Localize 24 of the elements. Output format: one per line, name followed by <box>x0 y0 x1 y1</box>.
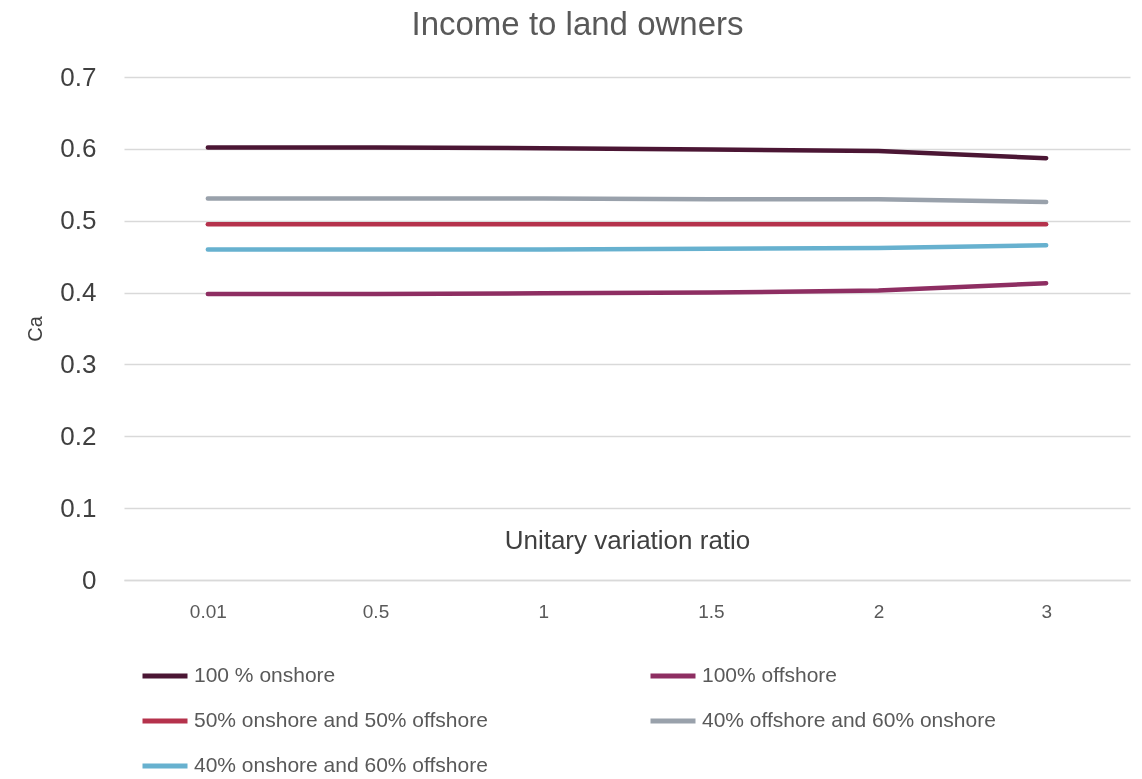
x-axis-title: Unitary variation ratio <box>504 524 751 555</box>
x-tick-label: 2 <box>873 600 885 622</box>
y-tick-label: 0.7 <box>60 61 97 92</box>
line-series <box>205 145 1049 161</box>
y-tick-label: 0.1 <box>60 492 97 523</box>
legend-label: 40% offshore and 60% onshore <box>702 708 996 731</box>
y-tick-label: 0.6 <box>60 133 97 164</box>
x-tick-label: 1 <box>538 600 549 622</box>
legend-label: 40% onshore and 60% offshore <box>194 753 488 776</box>
y-axis-title: Ca <box>23 315 46 342</box>
x-tick-label: 0.01 <box>189 600 227 622</box>
y-tick-label: 0 <box>82 564 97 595</box>
x-tick-label: 1.5 <box>698 600 725 622</box>
legend-label: 50% onshore and 50% offshore <box>194 708 488 731</box>
legend-label: 100 % onshore <box>194 663 336 686</box>
y-tick-label: 0.3 <box>60 348 97 379</box>
y-tick-label: 0.5 <box>60 205 97 236</box>
x-tick-label: 3 <box>1041 600 1052 622</box>
line-series <box>205 280 1049 297</box>
chart-title: Income to land owners <box>411 5 744 42</box>
x-tick-label: 0.5 <box>362 600 390 622</box>
y-tick-label: 0.4 <box>60 277 97 308</box>
legend-label: 100% offshore <box>702 663 838 686</box>
y-tick-label: 0.2 <box>60 420 97 451</box>
